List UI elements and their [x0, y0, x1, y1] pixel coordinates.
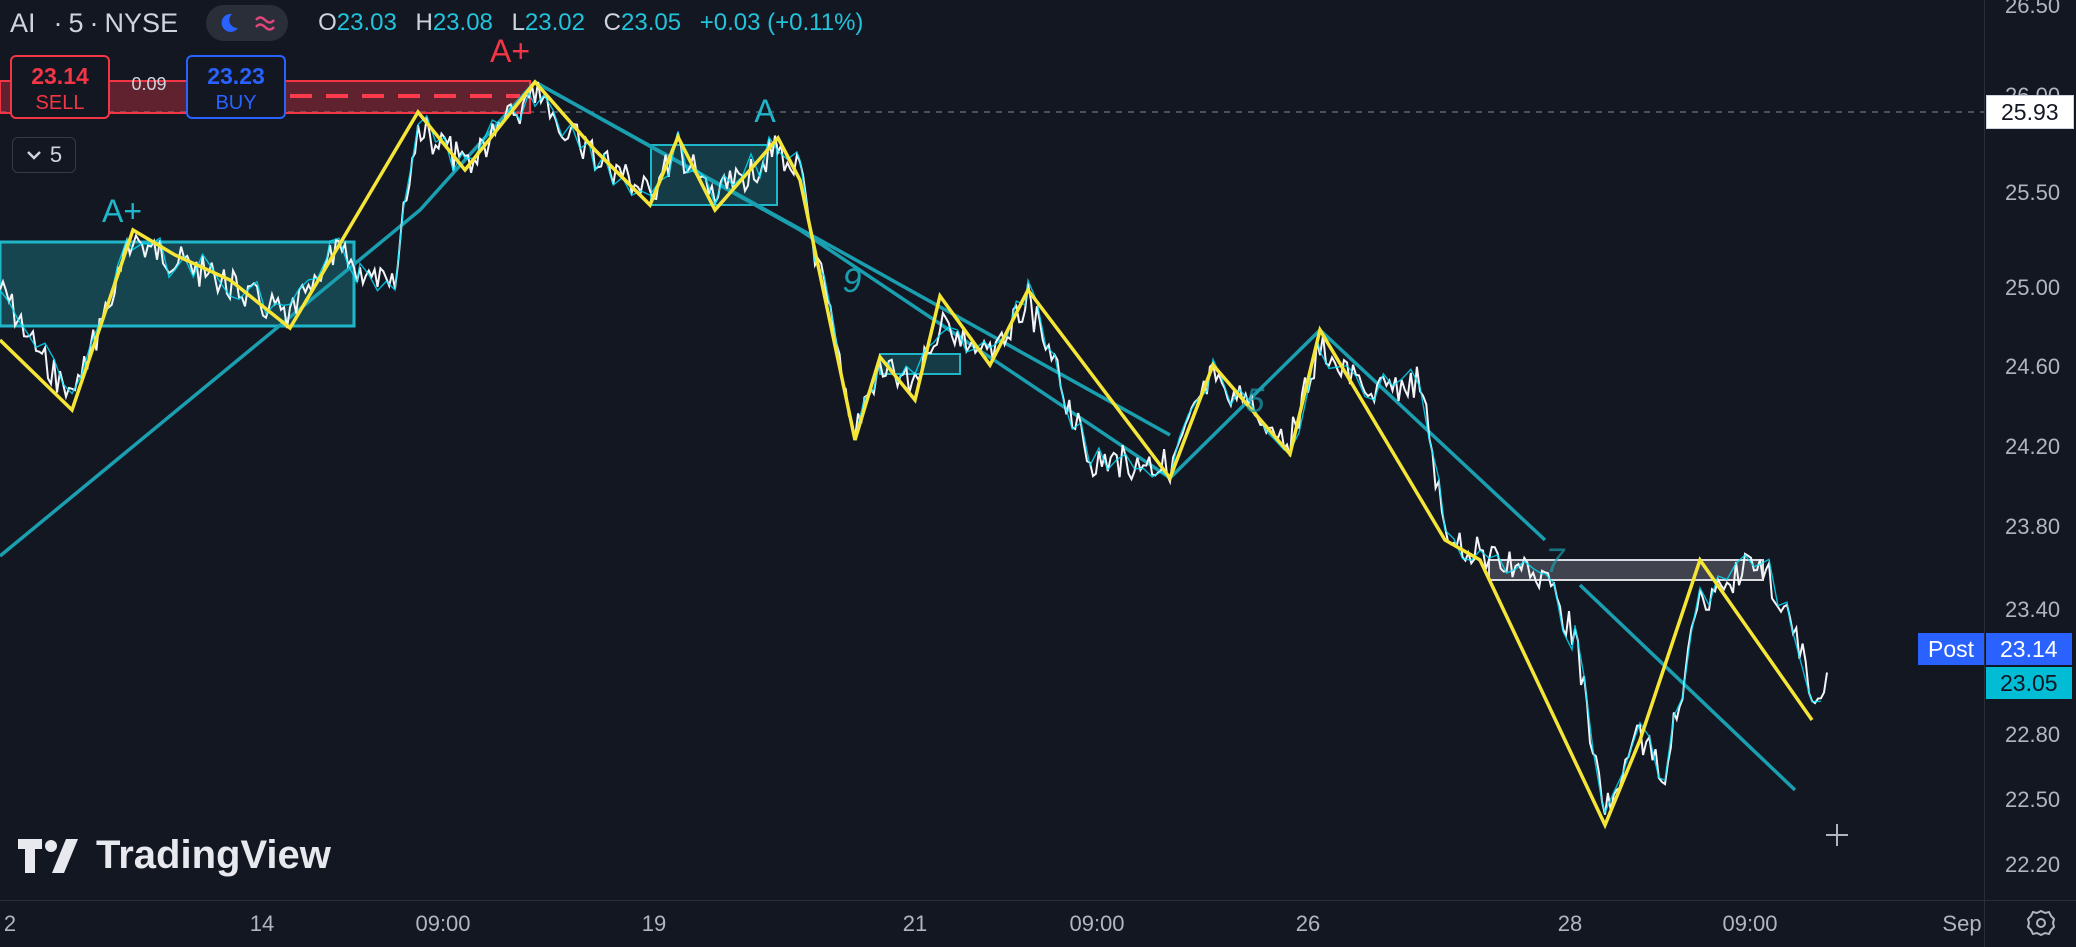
ohlc-value: 23.03 — [336, 9, 397, 36]
symbol-exchange[interactable]: NYSE — [104, 7, 179, 38]
time-tick: 19 — [641, 911, 667, 936]
time-tick: 2 — [3, 911, 17, 936]
wave-icon[interactable] — [254, 12, 276, 34]
ohlc-value: 23.02 — [524, 9, 585, 36]
last-price-tag: 23.05 — [1986, 667, 2072, 699]
post-price-tag: 23.14 — [1986, 633, 2072, 665]
sell-label: SELL — [35, 92, 85, 114]
symbol-interval[interactable]: 5 — [68, 7, 84, 38]
tradingview-logo-icon — [18, 838, 78, 873]
time-tick: 21 — [902, 911, 928, 936]
grade-label: A+ — [490, 33, 530, 69]
symbol-name[interactable]: AI — [10, 7, 36, 38]
grade-label: A+ — [102, 193, 142, 229]
interval-toggle-button[interactable]: 5 — [12, 137, 76, 173]
spread-value: 0.09 — [131, 74, 167, 94]
ohlc-values: O23.03 H23.08 L23.02 C23.05 +0.03 (+0.11… — [318, 9, 875, 37]
price-tick: 24.60 — [2005, 354, 2061, 379]
price-tick: 26.50 — [2005, 0, 2061, 18]
ohlc-value: 23.05 — [621, 9, 682, 36]
crosshair-icon — [1826, 824, 1848, 846]
post-label-tag: Post — [1918, 633, 1985, 665]
legend-separator: · — [53, 7, 63, 38]
price-chart[interactable]: A+ A+ A 9 5 7 — [0, 0, 1984, 900]
price-tick: 22.50 — [2005, 787, 2061, 812]
chevron-down-icon — [26, 151, 41, 160]
time-axis[interactable]: 2 14 09:00 19 21 09:00 26 28 09:00 Sep — [0, 900, 1984, 947]
buy-price: 23.23 — [207, 63, 265, 89]
price-series-accent — [0, 90, 1822, 815]
price-tick: 25.00 — [2005, 275, 2061, 300]
ohlc-value: 23.08 — [432, 9, 493, 36]
ohlc-key: H — [415, 9, 433, 36]
buy-label: BUY — [215, 92, 257, 114]
time-tick: 26 — [1295, 911, 1321, 936]
price-tick: 22.80 — [2005, 722, 2061, 747]
tradingview-logo[interactable]: TradingView — [18, 833, 331, 878]
time-tick: Sep — [1942, 911, 1982, 936]
sell-button[interactable]: 23.14 SELL — [10, 55, 110, 119]
price-axis[interactable]: 26.50 26.00 25.50 25.00 24.60 24.20 23.8… — [1984, 0, 2076, 900]
wave-number: 9 — [843, 262, 862, 300]
trend-lines — [0, 79, 1797, 792]
interval-value: 5 — [49, 142, 63, 167]
grade-label: A — [754, 93, 776, 129]
axis-corner — [1984, 900, 2076, 947]
ohlc-key: L — [511, 9, 525, 36]
wave-number: 5 — [1246, 382, 1265, 420]
price-series — [0, 81, 1828, 815]
gear-icon[interactable] — [2027, 909, 2055, 937]
logo-text: TradingView — [96, 833, 331, 877]
ohlc-key: O — [318, 9, 337, 36]
price-tick: 23.40 — [2005, 597, 2061, 622]
buy-button[interactable]: 23.23 BUY — [186, 55, 286, 119]
legend-toggles — [206, 5, 289, 41]
ohlc-key: C — [603, 9, 621, 36]
time-tick: 09:00 — [1722, 911, 1778, 936]
price-change: +0.03 (+0.11%) — [699, 9, 864, 36]
price-tick: 23.80 — [2005, 514, 2061, 539]
time-tick: 28 — [1557, 911, 1583, 936]
price-tick: 24.20 — [2005, 434, 2061, 459]
wave-number: 7 — [1546, 542, 1566, 580]
price-tick: 22.20 — [2005, 852, 2061, 877]
legend-separator: · — [89, 7, 99, 38]
line-price-tag: 25.93 — [1986, 95, 2074, 129]
time-tick: 14 — [249, 911, 275, 936]
time-tick: 09:00 — [415, 911, 471, 936]
zigzag-line — [0, 79, 1814, 830]
moon-icon[interactable] — [218, 12, 240, 34]
price-tick: 25.50 — [2005, 180, 2061, 205]
sell-price: 23.14 — [31, 63, 89, 89]
time-tick: 09:00 — [1069, 911, 1125, 936]
symbol-legend[interactable]: AI · 5 · NYSE O23.03 H23.08 L23.02 C23.0… — [0, 0, 875, 46]
